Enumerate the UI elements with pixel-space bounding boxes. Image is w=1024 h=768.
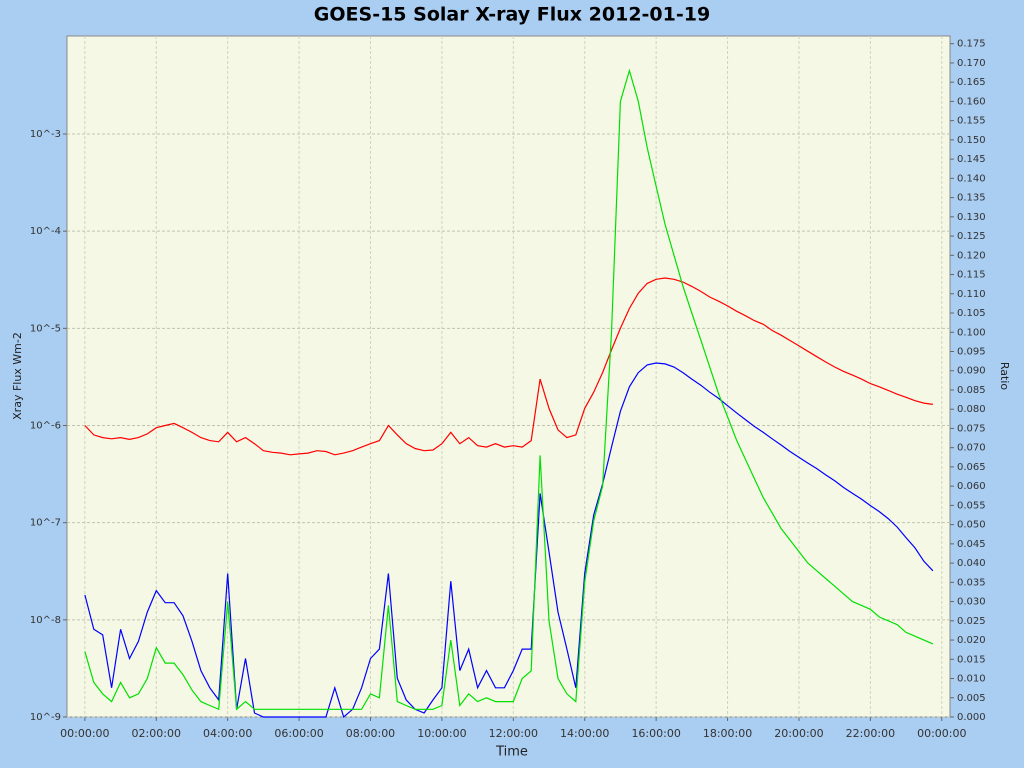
y2-tick-label: 0.150 [957,135,986,146]
y2-tick-label: 0.050 [957,520,986,531]
y2-tick-label: 0.010 [957,674,986,685]
y2-tick-label: 0.075 [957,423,986,434]
y2-tick-label: 0.045 [957,539,986,550]
y2-tick-label: 0.080 [957,404,986,415]
y2-tick-label: 0.125 [957,231,986,242]
chart-title: GOES-15 Solar X-ray Flux 2012-01-19 [314,4,710,26]
y2-tick-label: 0.135 [957,193,986,204]
x-tick-label: 04:00:00 [203,727,252,740]
y2-tick-label: 0.165 [957,77,986,88]
y-tick-label: 10^-4 [30,226,61,237]
x-tick-label: 14:00:00 [560,727,609,740]
x-tick-label: 18:00:00 [703,727,752,740]
y2-tick-label: 0.020 [957,635,986,646]
y2-tick-label: 0.105 [957,308,986,319]
y-tick-label: 10^-5 [30,323,61,334]
y2-axis-label: Ratio [998,362,1011,391]
y2-tick-label: 0.155 [957,116,986,127]
x-tick-label: 02:00:00 [132,727,181,740]
y2-tick-label: 0.065 [957,462,986,473]
y2-tick-label: 0.040 [957,558,986,569]
y2-tick-label: 0.030 [957,597,986,608]
y2-tick-label: 0.070 [957,443,986,454]
y2-tick-label: 0.000 [957,712,986,723]
y2-tick-label: 0.140 [957,173,986,184]
y2-tick-label: 0.130 [957,212,986,223]
x-tick-label: 20:00:00 [774,727,823,740]
x-tick-label: 06:00:00 [274,727,323,740]
y2-tick-label: 0.175 [957,39,986,50]
x-tick-label: 08:00:00 [346,727,395,740]
y2-tick-label: 0.060 [957,481,986,492]
y2-tick-label: 0.095 [957,346,986,357]
y2-tick-label: 0.025 [957,616,986,627]
y2-tick-label: 0.160 [957,96,986,107]
plot-area [66,35,951,718]
y2-tick-label: 0.005 [957,693,986,704]
y-tick-label: 10^-6 [30,421,61,432]
series-line [84,362,934,719]
x-tick-label: 10:00:00 [417,727,466,740]
y2-tick-label: 0.035 [957,577,986,588]
x-tick-label: 00:00:00 [917,727,966,740]
y2-tick-label: 0.085 [957,385,986,396]
series-line [84,68,934,711]
y2-tick-label: 0.090 [957,366,986,377]
y2-tick-label: 0.115 [957,270,986,281]
y-tick-label: 10^-8 [30,615,61,626]
x-tick-label: 16:00:00 [631,727,680,740]
x-tick-label: 00:00:00 [60,727,109,740]
y2-tick-label: 0.055 [957,500,986,511]
y2-tick-label: 0.120 [957,250,986,261]
y-tick-label: 10^-9 [30,712,61,723]
y2-tick-label: 0.110 [957,289,986,300]
y-axis-label: Xray Flux Wm-2 [11,332,24,420]
x-tick-label: 12:00:00 [489,727,538,740]
series-line [84,277,933,456]
x-axis-label: Time [495,745,528,760]
y2-tick-label: 0.170 [957,58,986,69]
x-tick-label: 22:00:00 [846,727,895,740]
y2-tick-label: 0.100 [957,327,986,338]
y-tick-label: 10^-3 [30,129,61,140]
y-tick-label: 10^-7 [30,518,61,529]
y2-tick-label: 0.015 [957,654,986,665]
y2-tick-label: 0.145 [957,154,986,165]
